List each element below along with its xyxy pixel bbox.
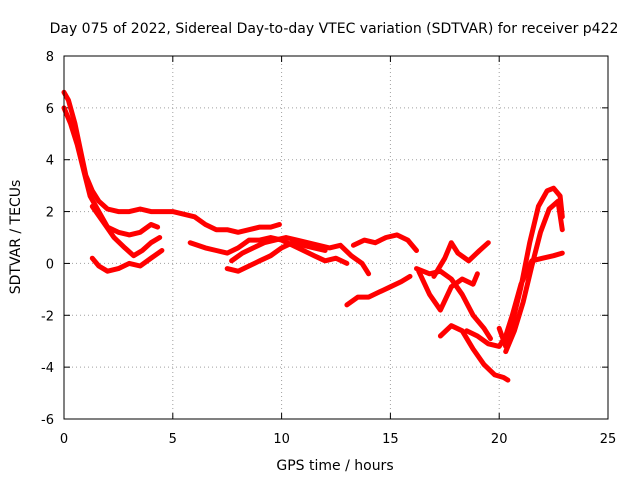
series-line-15	[496, 185, 565, 349]
x-axis-label: GPS time / hours	[276, 458, 393, 474]
x-tick-label: 10	[273, 432, 290, 447]
x-tick-label: 5	[169, 432, 177, 447]
x-tick-label: 20	[491, 432, 508, 447]
series-line-5	[187, 235, 350, 266]
y-axis-label: SDTVAR / TECUs	[8, 180, 24, 295]
y-tick-label: 4	[46, 154, 54, 169]
x-tick-label: 15	[382, 432, 399, 447]
series-line-3	[89, 203, 163, 259]
series-line-6	[224, 240, 328, 274]
grid-lines	[64, 56, 608, 419]
y-tick-label: -6	[41, 413, 54, 428]
series-line-7	[229, 235, 372, 277]
series-line-8	[350, 232, 419, 253]
series-line-11	[431, 240, 491, 279]
x-tick-label: 25	[600, 432, 617, 447]
series-line-16	[503, 198, 565, 355]
y-tick-label: 0	[46, 257, 54, 272]
series-line-13	[437, 323, 511, 383]
y-tick-label: 6	[46, 102, 54, 117]
series-line-4	[89, 248, 165, 274]
y-tick-label: 2	[46, 206, 54, 221]
y-tick-label: -2	[41, 309, 54, 324]
series-line-9	[344, 273, 413, 308]
series-line-10	[414, 266, 493, 342]
x-tick-label: 0	[60, 432, 68, 447]
chart-title: Day 075 of 2022, Sidereal Day-to-day VTE…	[50, 21, 619, 37]
y-tick-label: -4	[41, 361, 54, 376]
y-tick-label: 8	[46, 50, 54, 65]
series-line-12	[416, 268, 480, 313]
plot-frame	[63, 55, 609, 420]
data-series	[61, 89, 565, 383]
